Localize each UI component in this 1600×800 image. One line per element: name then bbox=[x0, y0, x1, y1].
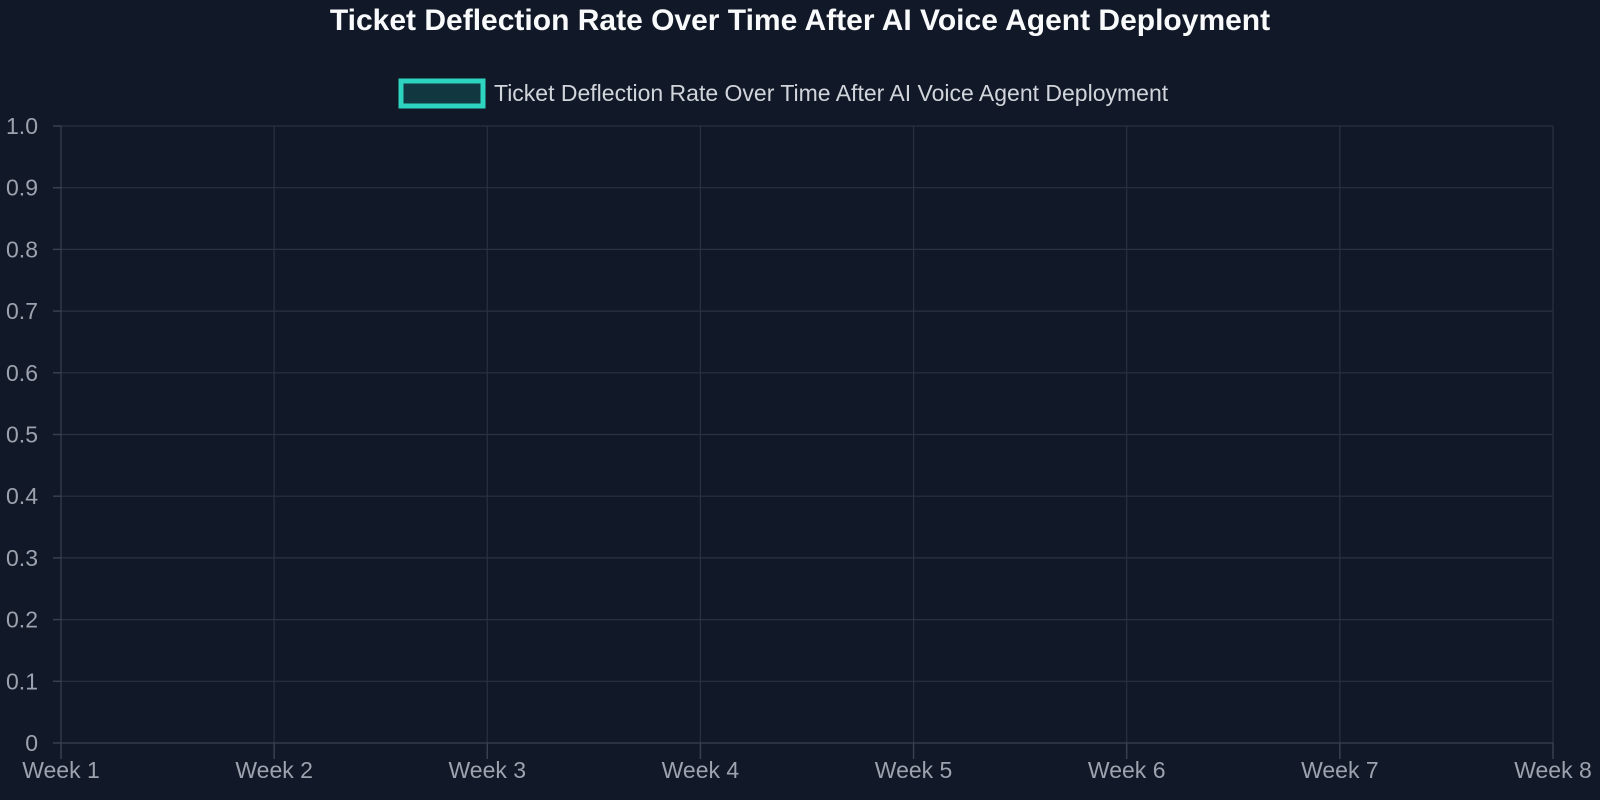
x-axis-ticks: Week 1 Week 2 Week 3 Week 4 Week 5 Week 6 Week… bbox=[22, 743, 1592, 783]
x-tick-label: Week 6 bbox=[1088, 757, 1166, 783]
x-tick-label: Week 5 bbox=[875, 757, 953, 783]
y-tick-label: 0.2 bbox=[6, 607, 38, 633]
legend-swatch[interactable] bbox=[398, 78, 486, 109]
x-grid bbox=[273, 126, 1554, 743]
x-tick-label: Week 3 bbox=[449, 757, 527, 783]
y-tick-label: 0.9 bbox=[6, 175, 38, 201]
y-grid bbox=[61, 125, 1553, 682]
y-axis-ticks: 0 0.1 0.2 0.3 0.4 0.5 0.6 0.7 0.8 0.9 1.0 bbox=[6, 113, 61, 756]
y-tick-label: 0.5 bbox=[6, 422, 38, 448]
legend[interactable]: Ticket Deflection Rate Over Time After A… bbox=[398, 78, 1169, 109]
y-tick-label: 0.3 bbox=[6, 545, 38, 571]
y-tick-label: 0.7 bbox=[6, 298, 38, 324]
y-tick-label: 0.6 bbox=[6, 360, 38, 386]
y-tick-label: 1.0 bbox=[6, 113, 38, 139]
x-tick-label: Week 8 bbox=[1514, 757, 1592, 783]
x-tick-label: Week 2 bbox=[235, 757, 313, 783]
x-tick-label: Week 1 bbox=[22, 757, 100, 783]
x-tick-label: Week 7 bbox=[1301, 757, 1379, 783]
y-tick-label: 0.8 bbox=[6, 236, 38, 262]
chart-title: Ticket Deflection Rate Over Time After A… bbox=[330, 4, 1270, 37]
legend-label[interactable]: Ticket Deflection Rate Over Time After A… bbox=[494, 80, 1169, 106]
y-tick-label: 0 bbox=[25, 730, 38, 756]
y-tick-label: 0.4 bbox=[6, 483, 38, 509]
x-tick-label: Week 4 bbox=[662, 757, 740, 783]
y-tick-label: 0.1 bbox=[6, 668, 38, 694]
